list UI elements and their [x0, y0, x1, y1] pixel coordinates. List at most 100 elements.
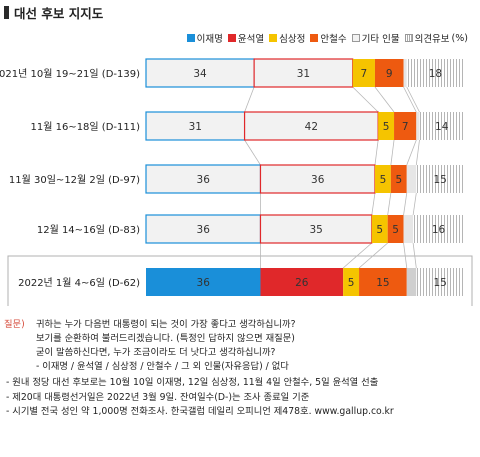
connector-line: [390, 139, 395, 166]
bar-segment: [416, 112, 420, 140]
data-label: 34: [193, 68, 207, 80]
chart-title: 대선 후보 지지도: [14, 5, 104, 21]
connector-line: [342, 242, 373, 269]
data-label: 15: [433, 277, 446, 289]
bar-segment: [416, 268, 464, 296]
connector-line: [352, 86, 379, 113]
data-label: 5: [376, 224, 383, 236]
connector-line: [403, 192, 408, 216]
connector-line: [371, 192, 376, 216]
connector-line: [358, 242, 388, 269]
data-label: 15: [376, 277, 389, 289]
data-label: 7: [360, 68, 367, 80]
row-label: 11월 30일~12월 2일 (D-97): [9, 174, 140, 186]
bar-segment: [374, 59, 404, 87]
title-row: 대선 후보 지지도: [4, 4, 104, 21]
data-label: 5: [395, 174, 402, 186]
data-label: 36: [311, 174, 325, 186]
connector-line: [412, 242, 417, 269]
bar-segment: [260, 268, 344, 296]
data-label: 5: [348, 277, 355, 289]
connector-line: [403, 242, 408, 269]
data-label: 9: [386, 68, 393, 80]
connector-line: [244, 86, 255, 113]
data-label: 26: [295, 277, 309, 289]
bar-segment: [259, 164, 376, 194]
legend-item: 의견유보: [404, 31, 450, 45]
data-label: 15: [433, 174, 446, 186]
legend-label: 심상정: [279, 34, 306, 45]
bar-segment: [253, 58, 354, 88]
data-label: 14: [435, 121, 449, 133]
data-label: 31: [297, 68, 310, 80]
data-label: 16: [432, 224, 446, 236]
data-label: 35: [309, 224, 322, 236]
bar-segment: [371, 215, 388, 243]
data-label: 36: [197, 224, 211, 236]
data-label: 5: [383, 121, 390, 133]
data-label: 31: [189, 121, 202, 133]
question-label: 질문): [4, 319, 25, 330]
bar-segment: [416, 165, 464, 193]
legend-label: 기타 인물: [361, 34, 400, 45]
legend-label: 윤석열: [237, 34, 265, 45]
legend-unit: (%): [451, 32, 468, 44]
legend-swatch: [351, 34, 360, 42]
footnote: - 시기별 전국 성인 약 1,000명 전화조사. 한국갤럽 데일리 오피니언…: [6, 406, 394, 417]
bar-segment: [394, 112, 417, 140]
legend-item: 안철수: [310, 31, 347, 45]
legend-swatch: [227, 34, 236, 42]
data-label: 18: [429, 68, 442, 80]
bar-segment: [359, 268, 407, 296]
bar-segment: [352, 59, 375, 87]
connector-line: [374, 86, 395, 113]
bar-segment: [406, 268, 417, 296]
connector-line: [387, 192, 392, 216]
bar-segment: [403, 215, 414, 243]
footnote: - 원내 정당 대선 후보로는 10월 10일 이재명, 12일 심상정, 11…: [6, 377, 379, 388]
bar-segment: [378, 112, 395, 140]
connector-line: [244, 139, 261, 166]
question-line: - 이재명 / 윤석열 / 심상정 / 안철수 / 그 외 인물(자유응답) /…: [36, 361, 289, 372]
bar-segment: [406, 165, 417, 193]
row-label: 12월 14~16일 (D-83): [37, 224, 140, 236]
connector-line: [403, 86, 417, 113]
bar-segment: [390, 165, 407, 193]
legend-item: 이재명: [186, 31, 223, 45]
legend-swatch: [186, 34, 195, 42]
legend-swatch: [404, 34, 413, 42]
row-label: 2022년 1월 4~6일 (D-62): [18, 277, 140, 289]
question-line: 귀하는 누가 다음번 대통령이 되는 것이 가장 좋다고 생각하십니까?: [36, 319, 296, 330]
title-marker: [4, 5, 9, 19]
connector-line: [406, 86, 420, 113]
data-label: 36: [197, 277, 211, 289]
question-line: 보기를 순환하여 불러드리겠습니다. (특정인 답하지 않으면 재질문): [36, 333, 295, 344]
legend-label: 이재명: [196, 34, 223, 45]
data-label: 7: [402, 121, 409, 133]
legend-label: 의견유보: [414, 34, 450, 45]
connector-line: [412, 192, 417, 216]
bar-segment: [387, 215, 404, 243]
legend-item: 윤석열: [227, 31, 265, 45]
stacked-bar-chart: 2021년 10월 19~21일 (D-139) 34 31 7 9 18 11월 16~1…: [0, 58, 473, 306]
bar-segment: [145, 214, 262, 244]
bar-segment: [419, 112, 464, 140]
legend-swatch: [269, 34, 278, 42]
bar-segment: [146, 268, 261, 296]
row-label: 2021년 10월 19~21일 (D-139): [0, 68, 140, 80]
legend-item: 심상정: [269, 31, 305, 45]
legend-swatch: [310, 34, 319, 42]
connector-line: [406, 139, 417, 166]
data-label: 42: [305, 121, 318, 133]
question-line: 굳이 말씀하신다면, 누가 조금이라도 더 낫다고 생각하십니까?: [36, 347, 276, 358]
bar-segment: [145, 111, 246, 141]
bar-segment: [374, 165, 391, 193]
footnotes: - 원내 정당 대선 후보로는 10월 10일 이재명, 12일 심상정, 11…: [6, 376, 394, 420]
data-label: 36: [197, 174, 211, 186]
legend-label: 안철수: [320, 34, 347, 45]
bar-segment: [413, 215, 464, 243]
survey-question: 질문) 귀하는 누가 다음번 대통령이 되는 것이 가장 좋다고 생각하십니까?…: [4, 318, 296, 374]
bar-segment: [403, 59, 407, 87]
row-label: 11월 16~18일 (D-111): [30, 121, 140, 133]
data-label: 5: [380, 174, 387, 186]
